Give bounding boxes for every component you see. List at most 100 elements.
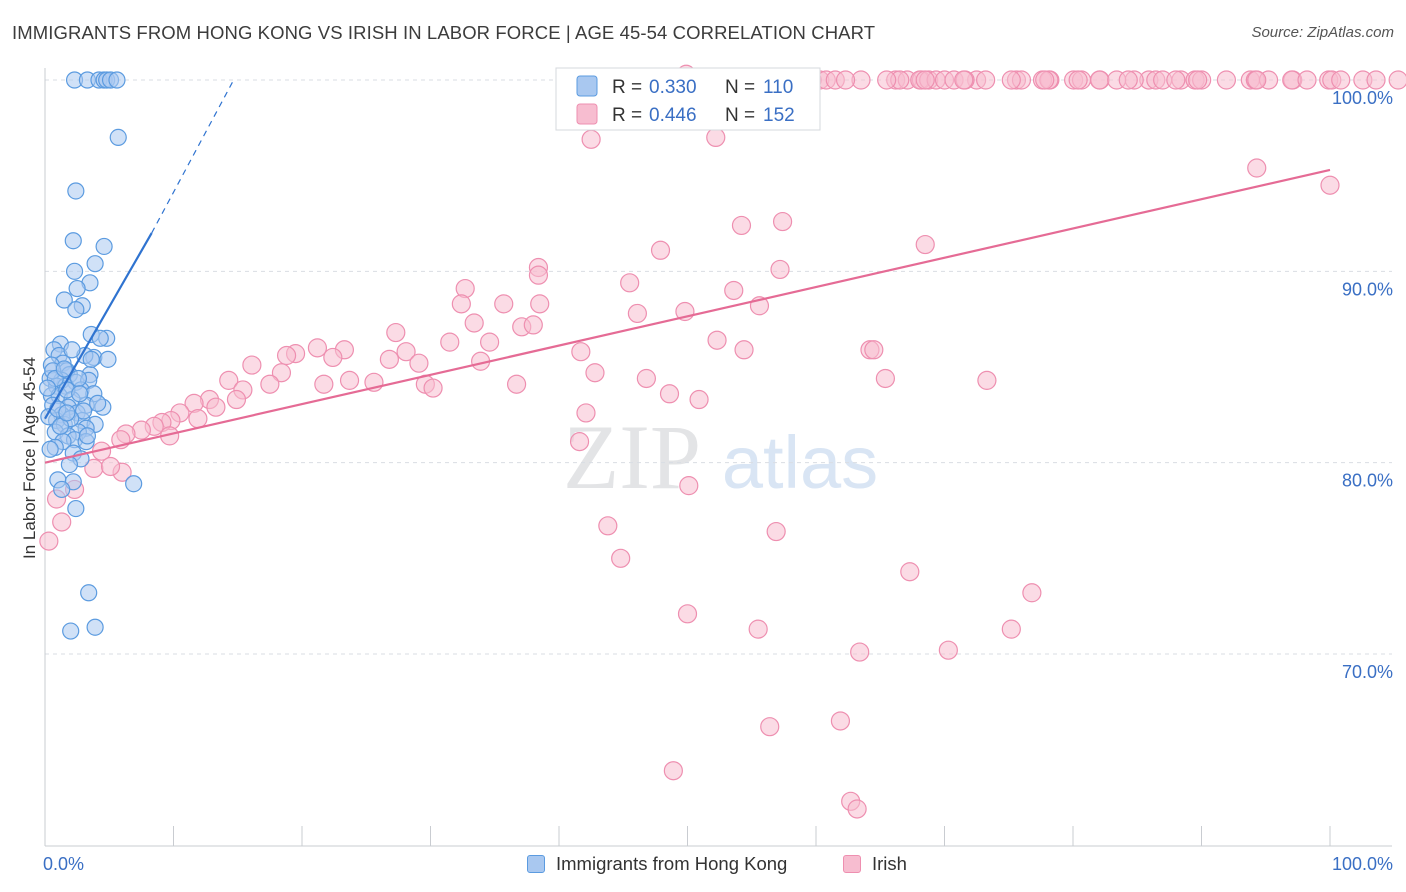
irish-point-116	[339, 370, 360, 390]
irish-point-164	[850, 642, 870, 662]
irish-point-90	[724, 280, 744, 301]
irish-point-111	[379, 349, 399, 369]
irish-point-74	[1247, 70, 1267, 90]
irish-point-127	[875, 368, 895, 389]
irish-point-105	[864, 340, 884, 360]
immigrants-from-hong-kong-point-10	[95, 237, 113, 256]
source-label[interactable]: Source: ZipAtlas.com	[1251, 24, 1394, 41]
irish-point-83	[650, 240, 671, 260]
immigrants-from-hong-kong-point-72	[62, 622, 80, 640]
irish-point-125	[506, 374, 527, 394]
immigrants-from-hong-kong-point-85	[55, 360, 73, 378]
irish-point-87	[620, 273, 640, 293]
irish-point-98	[480, 332, 500, 352]
irish-point-49	[1366, 70, 1386, 90]
immigrants-from-hong-kong-point-89	[58, 404, 76, 422]
irish-point-126	[636, 368, 656, 389]
immigrants-from-hong-kong-point-70	[80, 584, 98, 602]
legend-item-irish[interactable]: Irish	[843, 853, 907, 875]
irish-point-89	[530, 294, 550, 314]
irish-point-157	[611, 548, 631, 568]
hong-kong-points	[38, 71, 143, 640]
irish-point-128	[977, 370, 997, 390]
axes	[44, 68, 1392, 847]
immigrants-from-hong-kong-point-88	[63, 341, 81, 359]
bottom-legend: Immigrants from Hong Kong Irish	[0, 850, 1406, 880]
legend-item-hong-kong[interactable]: Immigrants from Hong Kong	[527, 853, 787, 875]
irish-point-146	[689, 389, 709, 410]
tick-labels: 70.0% 80.0% 90.0% 100.0% 0.0% 100.0%	[43, 88, 1393, 874]
irish-point-70	[1068, 70, 1088, 90]
irish-point-78	[1247, 158, 1267, 178]
immigrants-from-hong-kong-point-25	[99, 350, 117, 368]
irish-point-160	[900, 562, 920, 582]
irish-point-161	[1022, 583, 1042, 603]
irish-point-100	[386, 322, 406, 343]
irish-point-138	[188, 409, 208, 429]
irish-point-170	[847, 799, 867, 819]
irish-point-29	[976, 70, 996, 90]
legend-r-label-pink: R =	[612, 105, 642, 126]
irish-point-151	[100, 456, 121, 477]
y-tick-label-90: 90.0%	[1342, 279, 1393, 299]
irish-point-166	[760, 717, 780, 737]
legend-box	[555, 67, 821, 131]
irish-point-81	[731, 215, 752, 236]
legend-swatch-blue	[576, 75, 598, 97]
legend-r-label-blue: R =	[612, 77, 642, 98]
irish-points	[39, 64, 1406, 819]
irish-point-106	[396, 342, 416, 362]
irish-point-101	[440, 332, 460, 352]
irish-point-80	[772, 211, 793, 232]
irish-point-93	[627, 303, 647, 324]
irish-point-109	[571, 342, 591, 362]
irish-point-107	[409, 353, 429, 373]
x-tick-label-0: 0.0%	[43, 854, 84, 874]
irish-point-145	[576, 403, 596, 423]
irish-point-82	[915, 234, 935, 255]
y-axis-label: In Labor Force | Age 45-54	[20, 357, 39, 559]
immigrants-from-hong-kong-point-68	[53, 480, 71, 499]
irish-point-68	[1001, 70, 1021, 90]
irish-point-130	[423, 378, 443, 398]
immigrants-from-hong-kong-point-87	[78, 427, 97, 445]
irish-point-73	[1188, 70, 1208, 90]
irish-point-76	[581, 129, 601, 149]
legend-n-label-pink: N =	[725, 105, 755, 126]
irish-point-155	[39, 531, 59, 551]
irish-point-35	[1089, 70, 1110, 90]
legend-n-label-blue: N =	[725, 77, 755, 98]
irish-point-158	[766, 521, 786, 542]
irish-point-171	[938, 640, 958, 660]
hong-kong-trend-line	[44, 232, 153, 420]
irish-point-50	[1388, 70, 1406, 90]
y-tick-label-80: 80.0%	[1342, 471, 1393, 491]
irish-point-165	[1001, 619, 1021, 639]
irish-point-91	[494, 294, 514, 314]
irish-point-77	[706, 127, 726, 147]
immigrants-from-hong-kong-point-6	[108, 71, 126, 89]
irish-point-92	[451, 294, 471, 314]
irish-point-112	[307, 338, 328, 358]
y-axis-title: In Labor Force | Age 45-54	[20, 357, 39, 559]
irish-point-115	[276, 345, 297, 366]
y-tick-label-70: 70.0%	[1342, 662, 1393, 682]
irish-point-167	[830, 711, 851, 731]
irish-point-122	[314, 374, 334, 394]
immigrants-from-hong-kong-point-14	[68, 279, 86, 298]
immigrants-from-hong-kong-point-8	[67, 182, 85, 200]
irish-point-96	[464, 313, 484, 333]
irish-point-159	[679, 476, 699, 496]
irish-point-41	[1216, 70, 1237, 90]
irish-point-113	[323, 347, 343, 368]
irish-point-86	[528, 265, 549, 285]
immigrants-from-hong-kong-point-86	[38, 379, 57, 397]
irish-point-69	[1035, 70, 1055, 90]
legend-swatch-hong-kong	[527, 855, 545, 873]
irish-point-99	[523, 315, 543, 335]
immigrants-from-hong-kong-point-69	[67, 499, 85, 518]
irish-point-72	[1118, 70, 1138, 90]
immigrants-from-hong-kong-point-61	[41, 440, 59, 458]
irish-point-135	[206, 397, 226, 417]
